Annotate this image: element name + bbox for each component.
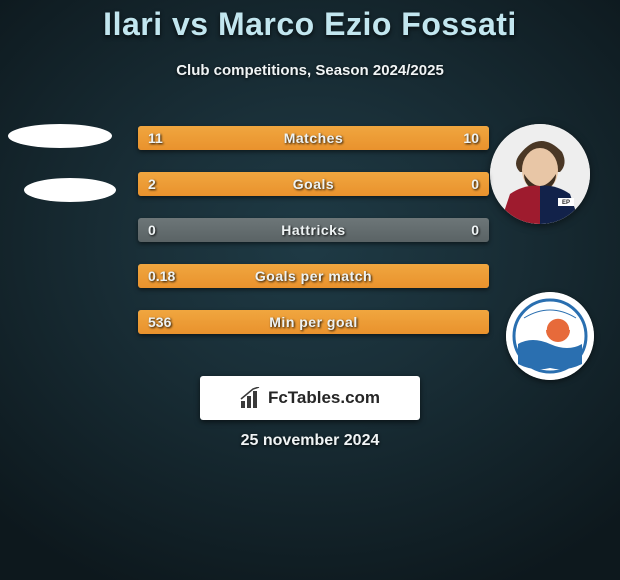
bar-chart-icon	[240, 387, 262, 409]
page-subtitle: Club competitions, Season 2024/2025	[0, 62, 620, 79]
club-badge	[506, 292, 594, 380]
player-placeholder	[24, 178, 116, 202]
svg-text:EP: EP	[562, 200, 570, 206]
player-placeholder	[8, 124, 112, 148]
fctables-logo-box: FcTables.com	[200, 376, 420, 420]
stat-bar: 536Min per goal	[138, 310, 489, 334]
stat-value-right: 0	[471, 218, 479, 242]
stats-bars: 11Matches102Goals00Hattricks00.18Goals p…	[138, 126, 489, 356]
stat-bar: 0.18Goals per match	[138, 264, 489, 288]
stat-label: Goals	[138, 172, 489, 196]
page-title: Ilari vs Marco Ezio Fossati	[0, 6, 620, 43]
stat-bar: 11Matches10	[138, 126, 489, 150]
stat-bar: 0Hattricks0	[138, 218, 489, 242]
date-text: 25 november 2024	[0, 432, 620, 450]
stat-label: Hattricks	[138, 218, 489, 242]
stat-label: Goals per match	[138, 264, 489, 288]
stat-value-right: 0	[471, 172, 479, 196]
stat-bar: 2Goals0	[138, 172, 489, 196]
stat-label: Matches	[138, 126, 489, 150]
stat-value-right: 10	[463, 126, 479, 150]
player-portrait: EP	[490, 124, 590, 224]
stat-label: Min per goal	[138, 310, 489, 334]
fctables-logo-text: FcTables.com	[268, 388, 380, 408]
